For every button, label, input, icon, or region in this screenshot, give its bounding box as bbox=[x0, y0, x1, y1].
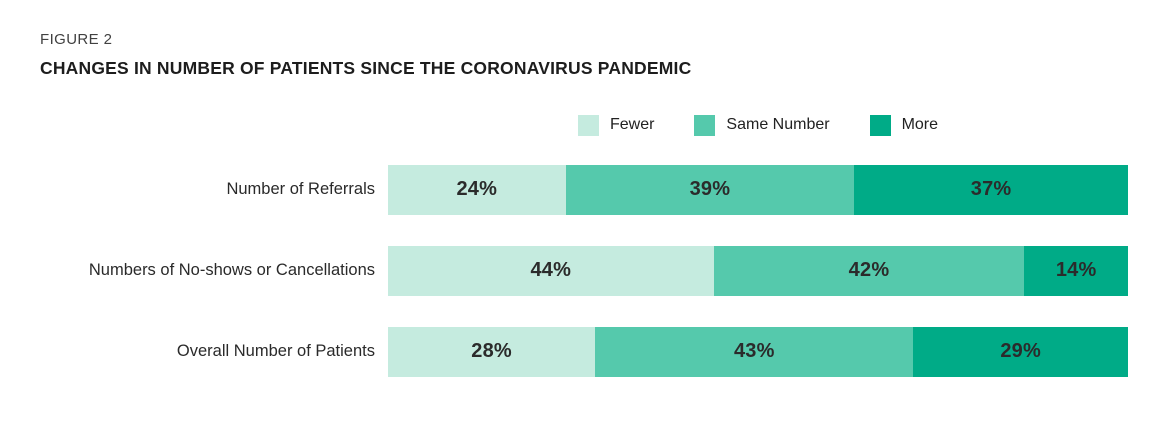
bar-row-numbers-of-no-shows-or-cancellations: Numbers of No-shows or Cancellations 44% 4… bbox=[40, 245, 1128, 296]
category-label: Number of Referrals bbox=[226, 179, 375, 198]
bar-segment-fewer: 44% bbox=[388, 245, 714, 296]
figure-title: CHANGES IN NUMBER OF PATIENTS SINCE THE … bbox=[40, 58, 692, 78]
stacked-bar: 28% 43% 29% bbox=[388, 326, 1128, 377]
bar-row-overall-number-of-patients: Overall Number of Patients 28% 43% 29% bbox=[40, 326, 1128, 377]
bar-segment-same-number: 43% bbox=[595, 326, 914, 377]
category-label: Numbers of No-shows or Cancellations bbox=[88, 260, 375, 279]
stacked-bar: 44% 42% 14% bbox=[388, 245, 1128, 296]
segment-value-label: 28% bbox=[471, 340, 512, 363]
bar-rows: Number of Referrals 24% 39% 37% Numbers of N… bbox=[40, 164, 1128, 377]
category-label: Overall Number of Patients bbox=[176, 341, 375, 360]
segment-value-label: 42% bbox=[848, 259, 890, 282]
legend-swatch-more bbox=[869, 114, 891, 136]
segment-value-label: 14% bbox=[1055, 259, 1097, 282]
legend-row: Fewer Same Number More bbox=[40, 114, 1128, 136]
bar-segment-more: 14% bbox=[1024, 245, 1128, 296]
legend-item-more: More bbox=[869, 114, 939, 136]
bar-row-number-of-referrals: Number of Referrals 24% 39% 37% bbox=[40, 164, 1128, 215]
legend-label-more: More bbox=[901, 116, 939, 134]
bar-segment-more: 37% bbox=[854, 164, 1128, 215]
legend-item-same-number: Same Number bbox=[694, 114, 830, 136]
segment-value-label: 44% bbox=[530, 259, 572, 282]
legend: Fewer Same Number More bbox=[388, 114, 1128, 136]
bar-segment-same-number: 42% bbox=[713, 245, 1025, 296]
legend-label-same-number: Same Number bbox=[726, 116, 830, 134]
figure-label: FIGURE 2 bbox=[40, 31, 113, 48]
stacked-bar: 24% 39% 37% bbox=[388, 164, 1128, 215]
bar-segment-fewer: 24% bbox=[388, 164, 566, 215]
segment-value-label: 39% bbox=[689, 178, 731, 201]
legend-swatch-same-number bbox=[694, 114, 716, 136]
bar-segment-more: 29% bbox=[913, 326, 1128, 377]
bar-segment-fewer: 28% bbox=[388, 326, 596, 377]
legend-label-fewer: Fewer bbox=[609, 116, 655, 134]
bar-segment-same-number: 39% bbox=[565, 164, 855, 215]
segment-value-label: 37% bbox=[970, 178, 1012, 201]
segment-value-label: 29% bbox=[1000, 340, 1041, 363]
legend-item-fewer: Fewer bbox=[577, 114, 655, 136]
segment-value-label: 43% bbox=[733, 340, 775, 363]
legend-swatch-fewer bbox=[577, 114, 599, 136]
segment-value-label: 24% bbox=[456, 178, 498, 201]
